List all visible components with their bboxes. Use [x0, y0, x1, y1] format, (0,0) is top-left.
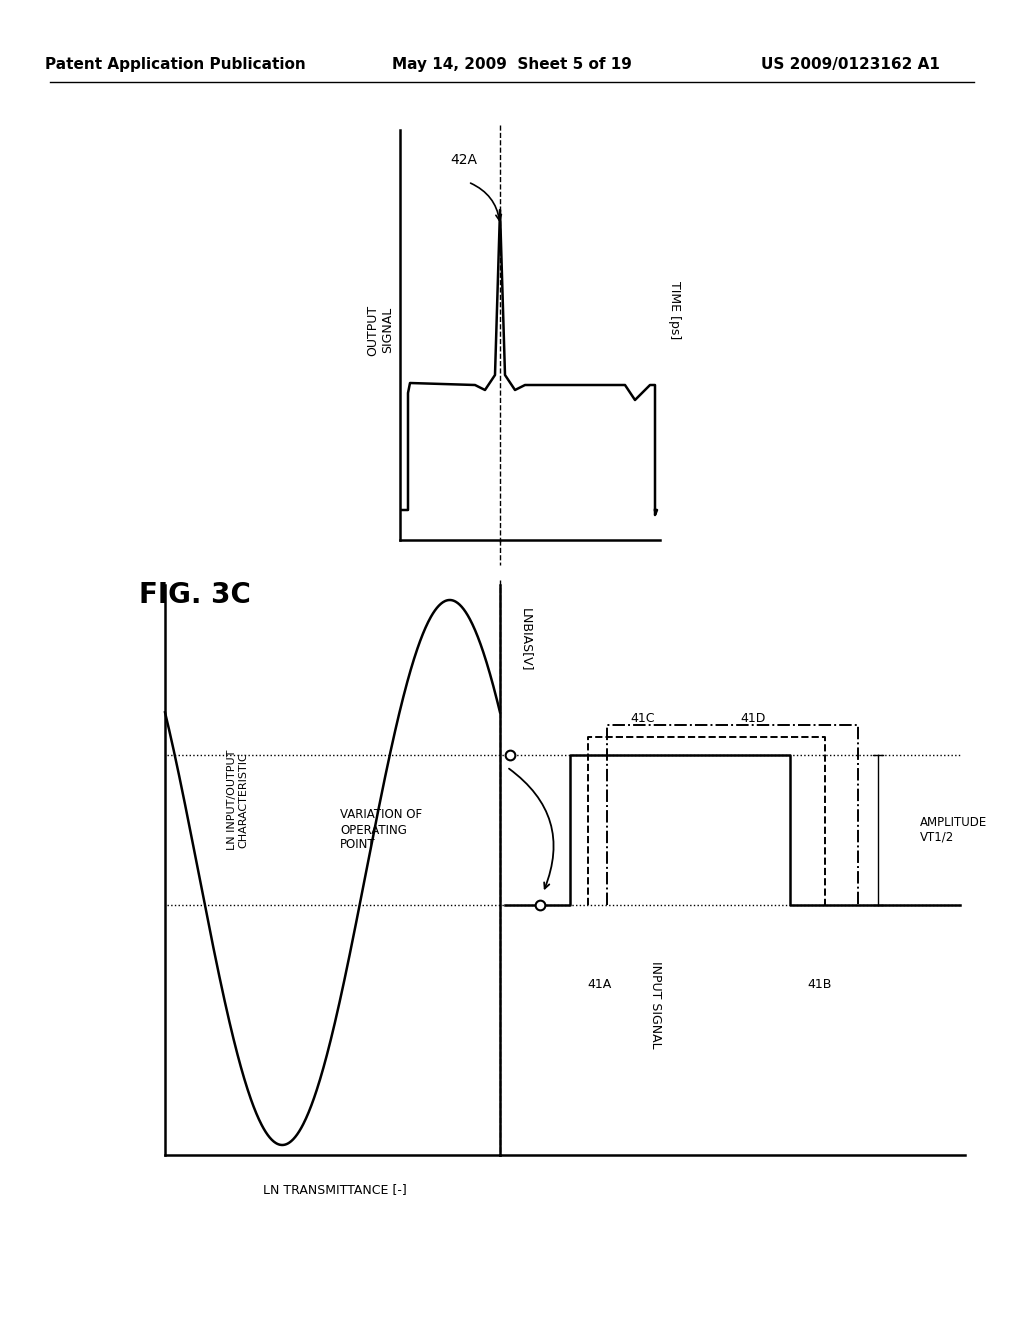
Text: FIG. 3C: FIG. 3C	[139, 581, 251, 609]
Text: LN INPUT/OUTPUT
CHARACTERISTIC: LN INPUT/OUTPUT CHARACTERISTIC	[227, 750, 249, 850]
Text: 41B: 41B	[808, 978, 833, 991]
Text: 41D: 41D	[740, 711, 765, 725]
Text: AMPLITUDE
VT1/2: AMPLITUDE VT1/2	[920, 816, 987, 843]
Text: OUTPUT
SIGNAL: OUTPUT SIGNAL	[366, 305, 394, 355]
Text: US 2009/0123162 A1: US 2009/0123162 A1	[761, 58, 939, 73]
Text: 41A: 41A	[588, 978, 612, 991]
Text: LNBIAS[V]: LNBIAS[V]	[520, 609, 534, 672]
Text: May 14, 2009  Sheet 5 of 19: May 14, 2009 Sheet 5 of 19	[392, 58, 632, 73]
Text: 42A: 42A	[450, 153, 477, 168]
Text: 41C: 41C	[630, 711, 654, 725]
Text: Patent Application Publication: Patent Application Publication	[45, 58, 305, 73]
Text: TIME [ps]: TIME [ps]	[669, 281, 682, 339]
Text: VARIATION OF
OPERATING
POINT: VARIATION OF OPERATING POINT	[340, 808, 422, 851]
Text: INPUT SIGNAL: INPUT SIGNAL	[648, 961, 662, 1049]
Text: LN TRANSMITTANCE [-]: LN TRANSMITTANCE [-]	[263, 1184, 407, 1196]
